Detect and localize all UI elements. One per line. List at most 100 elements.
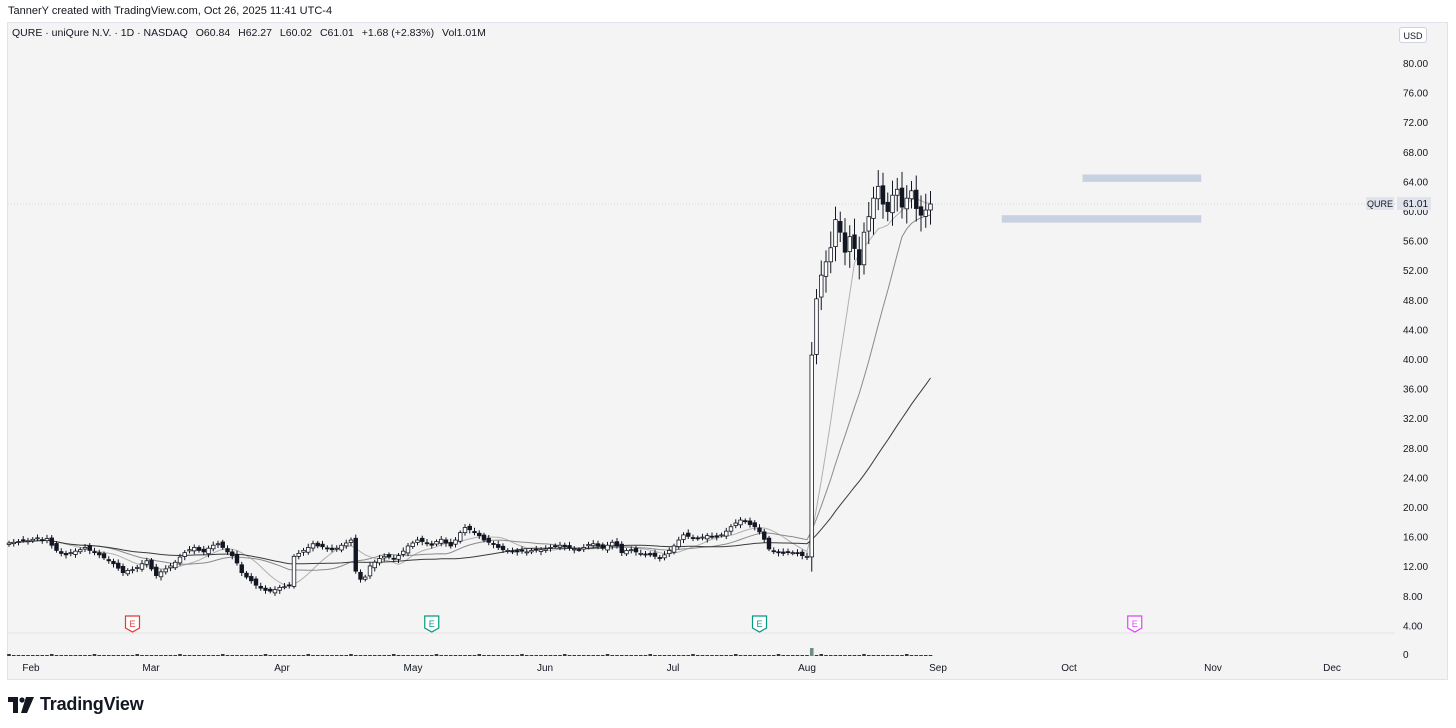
volume-bar [710,655,714,656]
price-tag-symbol: QURE [1367,199,1393,209]
month-label: Jul [667,663,680,674]
candle-body [282,586,287,589]
volume-bar [387,655,391,656]
volume-bar [919,655,923,656]
candle-body [724,530,729,537]
candle-body [135,567,140,569]
candle-body [68,552,73,555]
candle-body [548,547,553,549]
candle-body [25,540,31,543]
earnings-label: E [756,619,762,629]
time-axis: Feb Mar Apr May Jun Jul Aug Sep Oct Nov Dec [22,663,1341,674]
volume-bar [144,655,149,656]
volume-bar [790,655,795,656]
volume-bar [634,655,638,656]
y-tick-label: 60.00 [1403,207,1428,218]
candle-body [852,234,857,249]
volume-bar [567,655,572,656]
symbol-title[interactable]: QURE · uniQure N.V. · 1D · NASDAQ [12,27,188,39]
volume-bar [149,655,154,656]
candle-body [510,550,515,553]
candle-body [21,539,26,542]
y-tick-label: 8.00 [1403,592,1423,603]
candle-body [263,587,268,591]
candle-body [40,539,45,542]
volume-bar [691,654,695,656]
chart-pane[interactable] [7,22,1448,680]
currency-button[interactable]: USD [1399,27,1427,43]
volume-bar [130,655,135,656]
volume-bar [819,654,824,656]
volume-bar [638,655,643,656]
volume-bar [444,655,448,656]
candle-body [657,557,662,559]
candle-body [73,550,78,555]
candle-body [529,550,534,553]
candle-body [434,541,439,545]
earnings-marker: E [424,615,440,633]
candle-body [420,537,425,542]
candle-body [54,543,59,551]
volume-bar [862,654,866,656]
volume-bar [168,655,173,656]
volume-bar [121,655,125,656]
volume-bar [83,655,87,656]
volume-bar [686,655,691,656]
month-label: Aug [798,663,816,674]
candle-body [676,539,681,547]
candle-body [605,544,610,551]
candle-body [11,541,16,545]
candle-body [610,541,615,547]
volume-bar [106,655,111,656]
candle-body [591,543,596,547]
volume-bar [249,655,254,656]
candle-body [211,544,216,550]
candle-body [695,537,700,540]
volume-bar [140,655,144,656]
candle-body [624,550,629,555]
volume-bar [382,655,387,656]
volume-bar [543,655,548,656]
candle-body [339,544,344,551]
volume-bar [724,655,729,656]
volume-bar [206,655,211,656]
volume-bar [800,655,805,656]
price-tag: QURE 61.01 [1366,197,1431,211]
earnings-marker: E [1127,615,1143,633]
volume-bar [225,655,230,656]
candle-body [6,542,12,545]
candle-body [258,585,263,589]
volume-bar [843,655,847,656]
y-tick-label: 40.00 [1403,355,1428,366]
high-value: H62.27 [238,27,272,39]
candle-body [49,537,54,546]
tradingview-logo[interactable]: TradingView [8,694,144,715]
candle-body [491,543,496,545]
candle-body [557,544,563,548]
volume-bar [111,655,116,656]
candle-body [629,549,634,552]
volume-bar [453,655,458,656]
symbol-legend[interactable]: QURE · uniQure N.V. · 1D · NASDAQ O60.84… [12,27,491,39]
volume-bar [287,655,292,656]
candle-body [553,545,558,548]
candle-body [904,197,909,210]
volume-bar [871,655,876,656]
volume-bar [301,655,306,656]
candle-body [35,537,40,540]
candle-body [885,201,890,212]
candle-body [733,522,738,526]
volume-bar [377,655,382,656]
candle-body [500,545,506,551]
volume-bar [220,654,225,656]
candle-body [453,539,458,545]
volume-bar [548,655,553,656]
candle-body [30,538,35,542]
volume-bar [833,655,838,656]
volume-bar [558,655,562,656]
volume-bar [515,655,520,656]
volume-bar [467,655,472,656]
candle-body [709,535,715,538]
